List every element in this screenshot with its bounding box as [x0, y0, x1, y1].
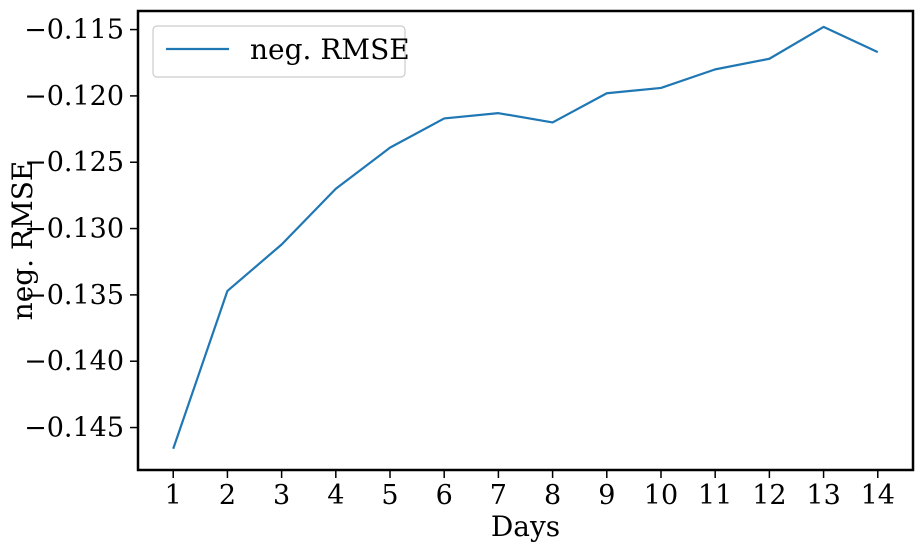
x-axis: 1 2 3 4 5 6 7 8 9 10 11 12 13 14	[165, 470, 895, 511]
y-axis-label: neg. RMSE	[6, 161, 39, 321]
x-tick-label: 6	[436, 480, 453, 511]
y-tick-label: −0.140	[24, 346, 124, 377]
y-tick-label: −0.115	[24, 15, 124, 46]
legend: neg. RMSE	[152, 25, 410, 78]
y-tick-label: −0.130	[24, 214, 124, 245]
axes-frame	[136, 9, 915, 472]
y-tick-label: −0.120	[24, 81, 124, 112]
x-tick-label: 14	[861, 480, 895, 511]
x-tick-label: 1	[165, 480, 182, 511]
x-tick-label: 8	[544, 480, 561, 511]
x-tick-label: 2	[219, 480, 236, 511]
x-tick-label: 13	[806, 480, 840, 511]
series-layer	[172, 25, 879, 450]
y-axis: −0.145 −0.140 −0.135 −0.130 −0.125 −0.120 −0.1…	[24, 15, 138, 444]
x-tick-label: 7	[490, 480, 507, 511]
y-tick-label: −0.145	[24, 413, 124, 444]
x-tick-label: 5	[381, 480, 398, 511]
y-tick-label: −0.125	[24, 147, 124, 178]
x-tick-label: 10	[644, 480, 678, 511]
x-tick-label: 11	[698, 480, 732, 511]
legend-label: neg. RMSE	[250, 33, 410, 66]
x-tick-label: 12	[752, 480, 786, 511]
y-tick-label: −0.135	[24, 280, 124, 311]
series-line	[172, 25, 879, 450]
x-tick-label: 3	[273, 480, 290, 511]
x-axis-label: Days	[491, 510, 560, 543]
x-tick-label: 9	[598, 480, 615, 511]
legend-box	[152, 25, 406, 78]
x-tick-label: 4	[327, 480, 344, 511]
